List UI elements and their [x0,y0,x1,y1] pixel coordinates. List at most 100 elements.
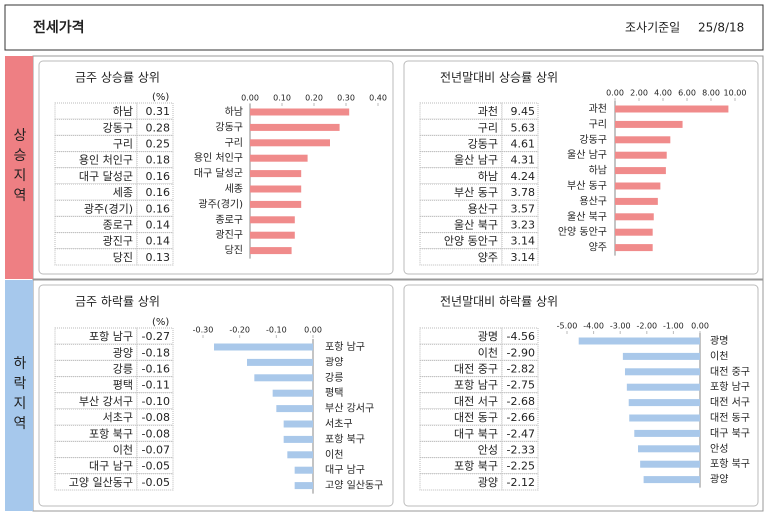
table-value: 3.57 [511,202,536,215]
category-label: 강동구 [215,121,243,133]
table-value: -0.18 [142,346,170,359]
category-label: 포항 북구 [710,458,750,470]
unit-label: (%) [152,92,169,103]
table-value: 0.16 [146,186,171,199]
category-label: 대전 동구 [710,412,750,424]
table-value: -2.82 [507,363,535,376]
category-label: 안양 동안구 [558,226,607,238]
table-region: 이천 [113,443,133,457]
category-label: 대전 중구 [710,366,750,378]
table-cell [136,473,174,491]
category-label: 울산 남구 [567,149,607,161]
table-region: 대전 중구 [454,363,498,376]
table-value: -2.25 [507,460,535,473]
category-label: 양주 [589,242,607,254]
bar [615,120,683,128]
table-value: 0.14 [146,235,171,248]
table-value: -0.07 [142,444,170,457]
table-value: 3.23 [511,219,536,232]
x-tick-label: 0.00 [606,89,624,98]
table-region: 양주 [478,251,498,264]
table-value: 0.14 [146,219,171,232]
category-label: 구리 [225,137,243,149]
table-value: -4.56 [507,330,535,343]
table-value: -0.08 [142,427,170,440]
table-region: 울산 북구 [454,219,498,232]
table-region: 대구 달성군 [79,170,133,183]
category-label: 광양 [325,356,343,368]
x-tick-label: 6.00 [678,89,696,98]
bar [626,383,700,391]
table-region: 광진구 [103,235,133,248]
table-region: 안성 [478,444,498,457]
x-tick-label: -0.20 [229,326,250,335]
bar [615,182,661,190]
panel-title: 금주 하락률 상위 [75,295,160,309]
bar [294,466,313,474]
bar [276,405,313,413]
table-region: 구리 [478,121,498,134]
table-value: -2.75 [507,379,535,392]
category-label: 당진 [225,245,243,257]
table-region: 대구 남구 [89,460,133,473]
x-tick-label: 0.20 [305,94,323,103]
bar [283,435,313,443]
category-label: 포항 남구 [710,381,750,393]
category-label: 과천 [589,103,607,115]
bar [250,247,292,255]
bar [250,216,295,224]
category-label: 대구 달성군 [194,168,243,180]
date-label: 조사기준일 [625,21,680,35]
category-label: 광명 [710,335,728,347]
bar [615,197,658,205]
table-region: 과천 [478,104,498,118]
bar [250,185,302,193]
table-region: 포항 북구 [89,427,133,440]
category-label: 이천 [325,449,343,461]
bar [624,368,700,376]
table-region: 부산 동구 [454,186,498,199]
table-region: 서초구 [103,411,133,424]
header-title: 전세가격 [33,19,85,36]
table-value: 0.18 [146,154,171,167]
date: 25/8/18 [698,21,744,35]
category-label: 구리 [589,118,607,130]
bar [615,228,653,236]
category-label: 울산 북구 [567,211,607,223]
bar [294,482,313,490]
category-label: 대전 서구 [710,397,750,409]
table-region: 구리 [113,138,133,151]
table-value: 9.45 [511,105,536,118]
x-tick-label: -0.10 [266,326,287,335]
table-region: 종로구 [103,219,133,232]
table-region: 포항 북구 [454,460,498,473]
bar [622,352,700,360]
x-tick-label: 0.40 [369,94,387,103]
x-tick-label: 10.00 [724,89,747,98]
bar [640,460,700,468]
table-region: 하남 [478,169,498,183]
table-region: 하남 [113,104,133,118]
bar [643,476,700,484]
x-tick-label: -4.00 [583,322,604,331]
bar [615,151,667,159]
table-value: 0.25 [146,138,171,151]
bar [254,374,313,382]
table-region: 당진 [113,251,133,264]
bar [247,358,313,366]
table-value: -0.10 [142,395,170,408]
bar [250,231,295,239]
bar [250,108,350,116]
x-tick-label: 0.00 [304,326,322,335]
table-value: 5.63 [511,121,536,134]
x-tick-label: -0.30 [193,326,214,335]
header-box [4,4,764,51]
table-value: 0.28 [146,121,171,134]
bar [578,337,700,345]
table-value: 3.14 [511,251,536,264]
panel-title: 전년말대비 상승률 상위 [440,71,558,85]
unit-label: (%) [152,317,169,328]
x-tick-label: 2.00 [630,89,648,98]
table-region: 부산 강서구 [79,395,133,408]
table-value: -0.05 [142,476,170,489]
